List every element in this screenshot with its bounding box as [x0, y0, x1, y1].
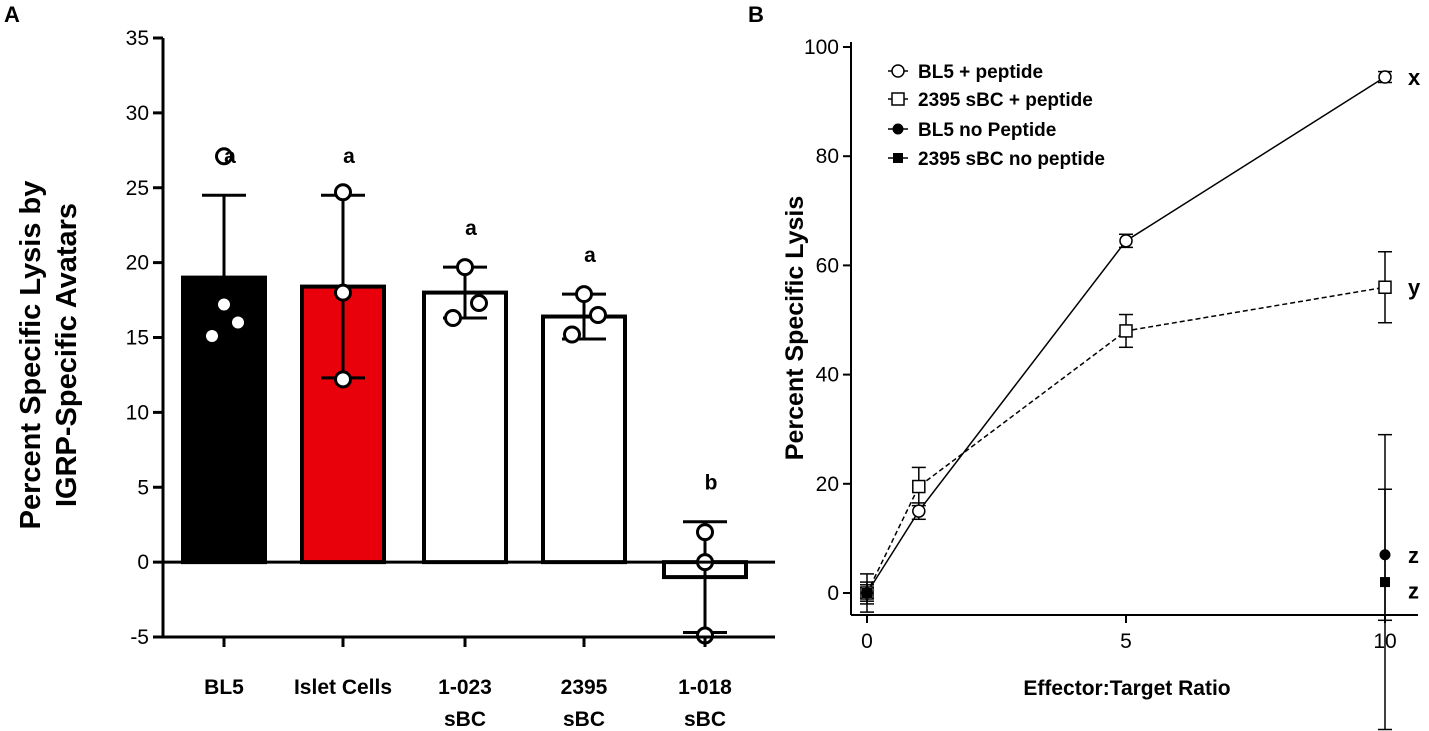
panel-a-chart: -5 0 5 10 15 20 25 30 35 a BL5 a Islet Cells a 1-023 sB… [126, 27, 775, 731]
panel-b-x-tick-label: 5 [1120, 630, 1132, 653]
panel-a-significance-letter: a [465, 217, 477, 240]
panel-a-data-point [563, 325, 581, 344]
panel-b-y-tick-label: 100 [804, 36, 839, 59]
panel-a-category-label: BL5 [204, 676, 244, 699]
panel-a-data-point [456, 258, 474, 277]
panel-a-data-point [470, 294, 488, 313]
panel-a-ylabel-line2: IGRP-Specific Avatars [51, 203, 83, 507]
panel-b-legend-marker [893, 153, 903, 163]
panel-b-data-point [912, 479, 926, 494]
panel-b-group-letter: z [1408, 578, 1419, 603]
panel-b-data-point [912, 504, 926, 518]
panel-b-legend-marker [891, 64, 905, 78]
panel-b-series-line [866, 76, 1386, 594]
panel-a-y-tick-label: -5 [130, 626, 149, 649]
panel-a-y-tick-label: 30 [126, 102, 149, 125]
panel-b-group-letter: x [1408, 65, 1421, 90]
panel-b-data-point [1119, 324, 1133, 338]
panel-a-y-tick-label: 0 [137, 551, 149, 574]
panel-a-category-label: sBC [563, 708, 605, 731]
panel-a-data-point [334, 283, 352, 302]
panel-b-series-line [866, 286, 1386, 594]
panel-b-legend-label: 2395 sBC + peptide [918, 90, 1093, 111]
panel-a-ylabel-line1: Percent Specific Lysis by [15, 181, 47, 530]
panel-a-category-label: sBC [444, 708, 486, 731]
panel-b-group-letter: z [1408, 543, 1419, 568]
panel-a-y-tick-label: 10 [126, 401, 149, 424]
panel-a-data-point [203, 327, 221, 346]
panel-a-significance-letter: a [343, 145, 355, 168]
panel-a-significance-letter: a [584, 244, 596, 267]
panel-b-data-point [1379, 549, 1391, 561]
panel-a-bar [541, 314, 627, 565]
panel-a-y-tick-label: 20 [126, 252, 149, 275]
panel-b-y-tick-label: 60 [816, 254, 839, 277]
panel-b-data-point [1380, 577, 1390, 588]
panel-a-data-point [334, 183, 352, 202]
panel-a-bar [300, 284, 386, 565]
panel-a-y-tick-label: 35 [126, 27, 149, 50]
panel-b-data-point [1378, 70, 1392, 84]
panel-b-data-point [1119, 234, 1133, 248]
panel-a-data-point [334, 370, 352, 389]
panel-b-y-tick-label: 0 [827, 582, 839, 605]
panel-a-data-point [444, 309, 462, 328]
panel-a-data-point [215, 295, 233, 314]
panel-a-category-label: 2395 [561, 676, 608, 699]
panel-a-data-point [589, 306, 607, 325]
panel-a-label: A [4, 2, 20, 27]
panel-a-category-label: 1-018 [678, 676, 732, 699]
panel-a-data-point [696, 523, 714, 542]
panel-a-y-tick-label: 25 [126, 177, 149, 200]
panel-b-legend-marker [891, 92, 905, 106]
panel-a-data-point [215, 147, 233, 166]
panel-a-data-point [575, 285, 593, 304]
panel-a-bar [422, 290, 508, 565]
panel-a-y-tick-label: 15 [126, 327, 149, 350]
panel-b-ylabel: Percent Specific Lysis [781, 196, 809, 460]
panel-a-category-label: Islet Cells [294, 676, 392, 699]
panel-b-xlabel: Effector:Target Ratio [1023, 677, 1230, 700]
panel-b-legend-marker [892, 123, 904, 135]
panel-b-x-tick-label: 0 [861, 630, 873, 653]
panel-b-y-tick-label: 40 [816, 364, 839, 387]
panel-b-y-tick-label: 20 [816, 473, 839, 496]
panel-a-category-label: sBC [684, 708, 726, 731]
panel-b-legend-label: 2395 sBC no peptide [918, 149, 1105, 170]
panel-b-label: B [748, 2, 764, 27]
panel-b-y-tick-label: 80 [816, 145, 839, 168]
panel-a-significance-letter: a [224, 145, 236, 168]
panel-b-group-letter: y [1408, 275, 1421, 300]
panel-a-data-point [229, 313, 247, 332]
panel-b-data-point [862, 588, 872, 598]
panel-b-legend-label: BL5 + peptide [918, 62, 1043, 83]
panel-b-data-point [1378, 280, 1392, 294]
panel-b-legend-label: BL5 no Peptide [918, 120, 1056, 141]
panel-a-significance-letter: b [705, 472, 718, 495]
panel-a-y-tick-label: 5 [137, 476, 149, 499]
panel-a-category-label: 1-023 [438, 676, 492, 699]
